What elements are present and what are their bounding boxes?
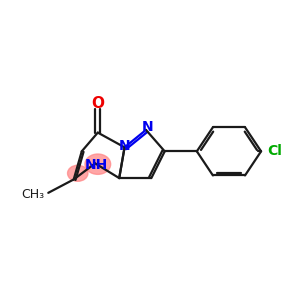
Ellipse shape <box>85 154 111 174</box>
Text: N: N <box>119 139 130 153</box>
Text: CH₃: CH₃ <box>21 188 44 201</box>
Text: N: N <box>142 120 153 134</box>
Text: Cl: Cl <box>267 144 282 158</box>
Text: NH: NH <box>85 158 108 172</box>
Ellipse shape <box>68 165 88 181</box>
Text: O: O <box>91 96 104 111</box>
